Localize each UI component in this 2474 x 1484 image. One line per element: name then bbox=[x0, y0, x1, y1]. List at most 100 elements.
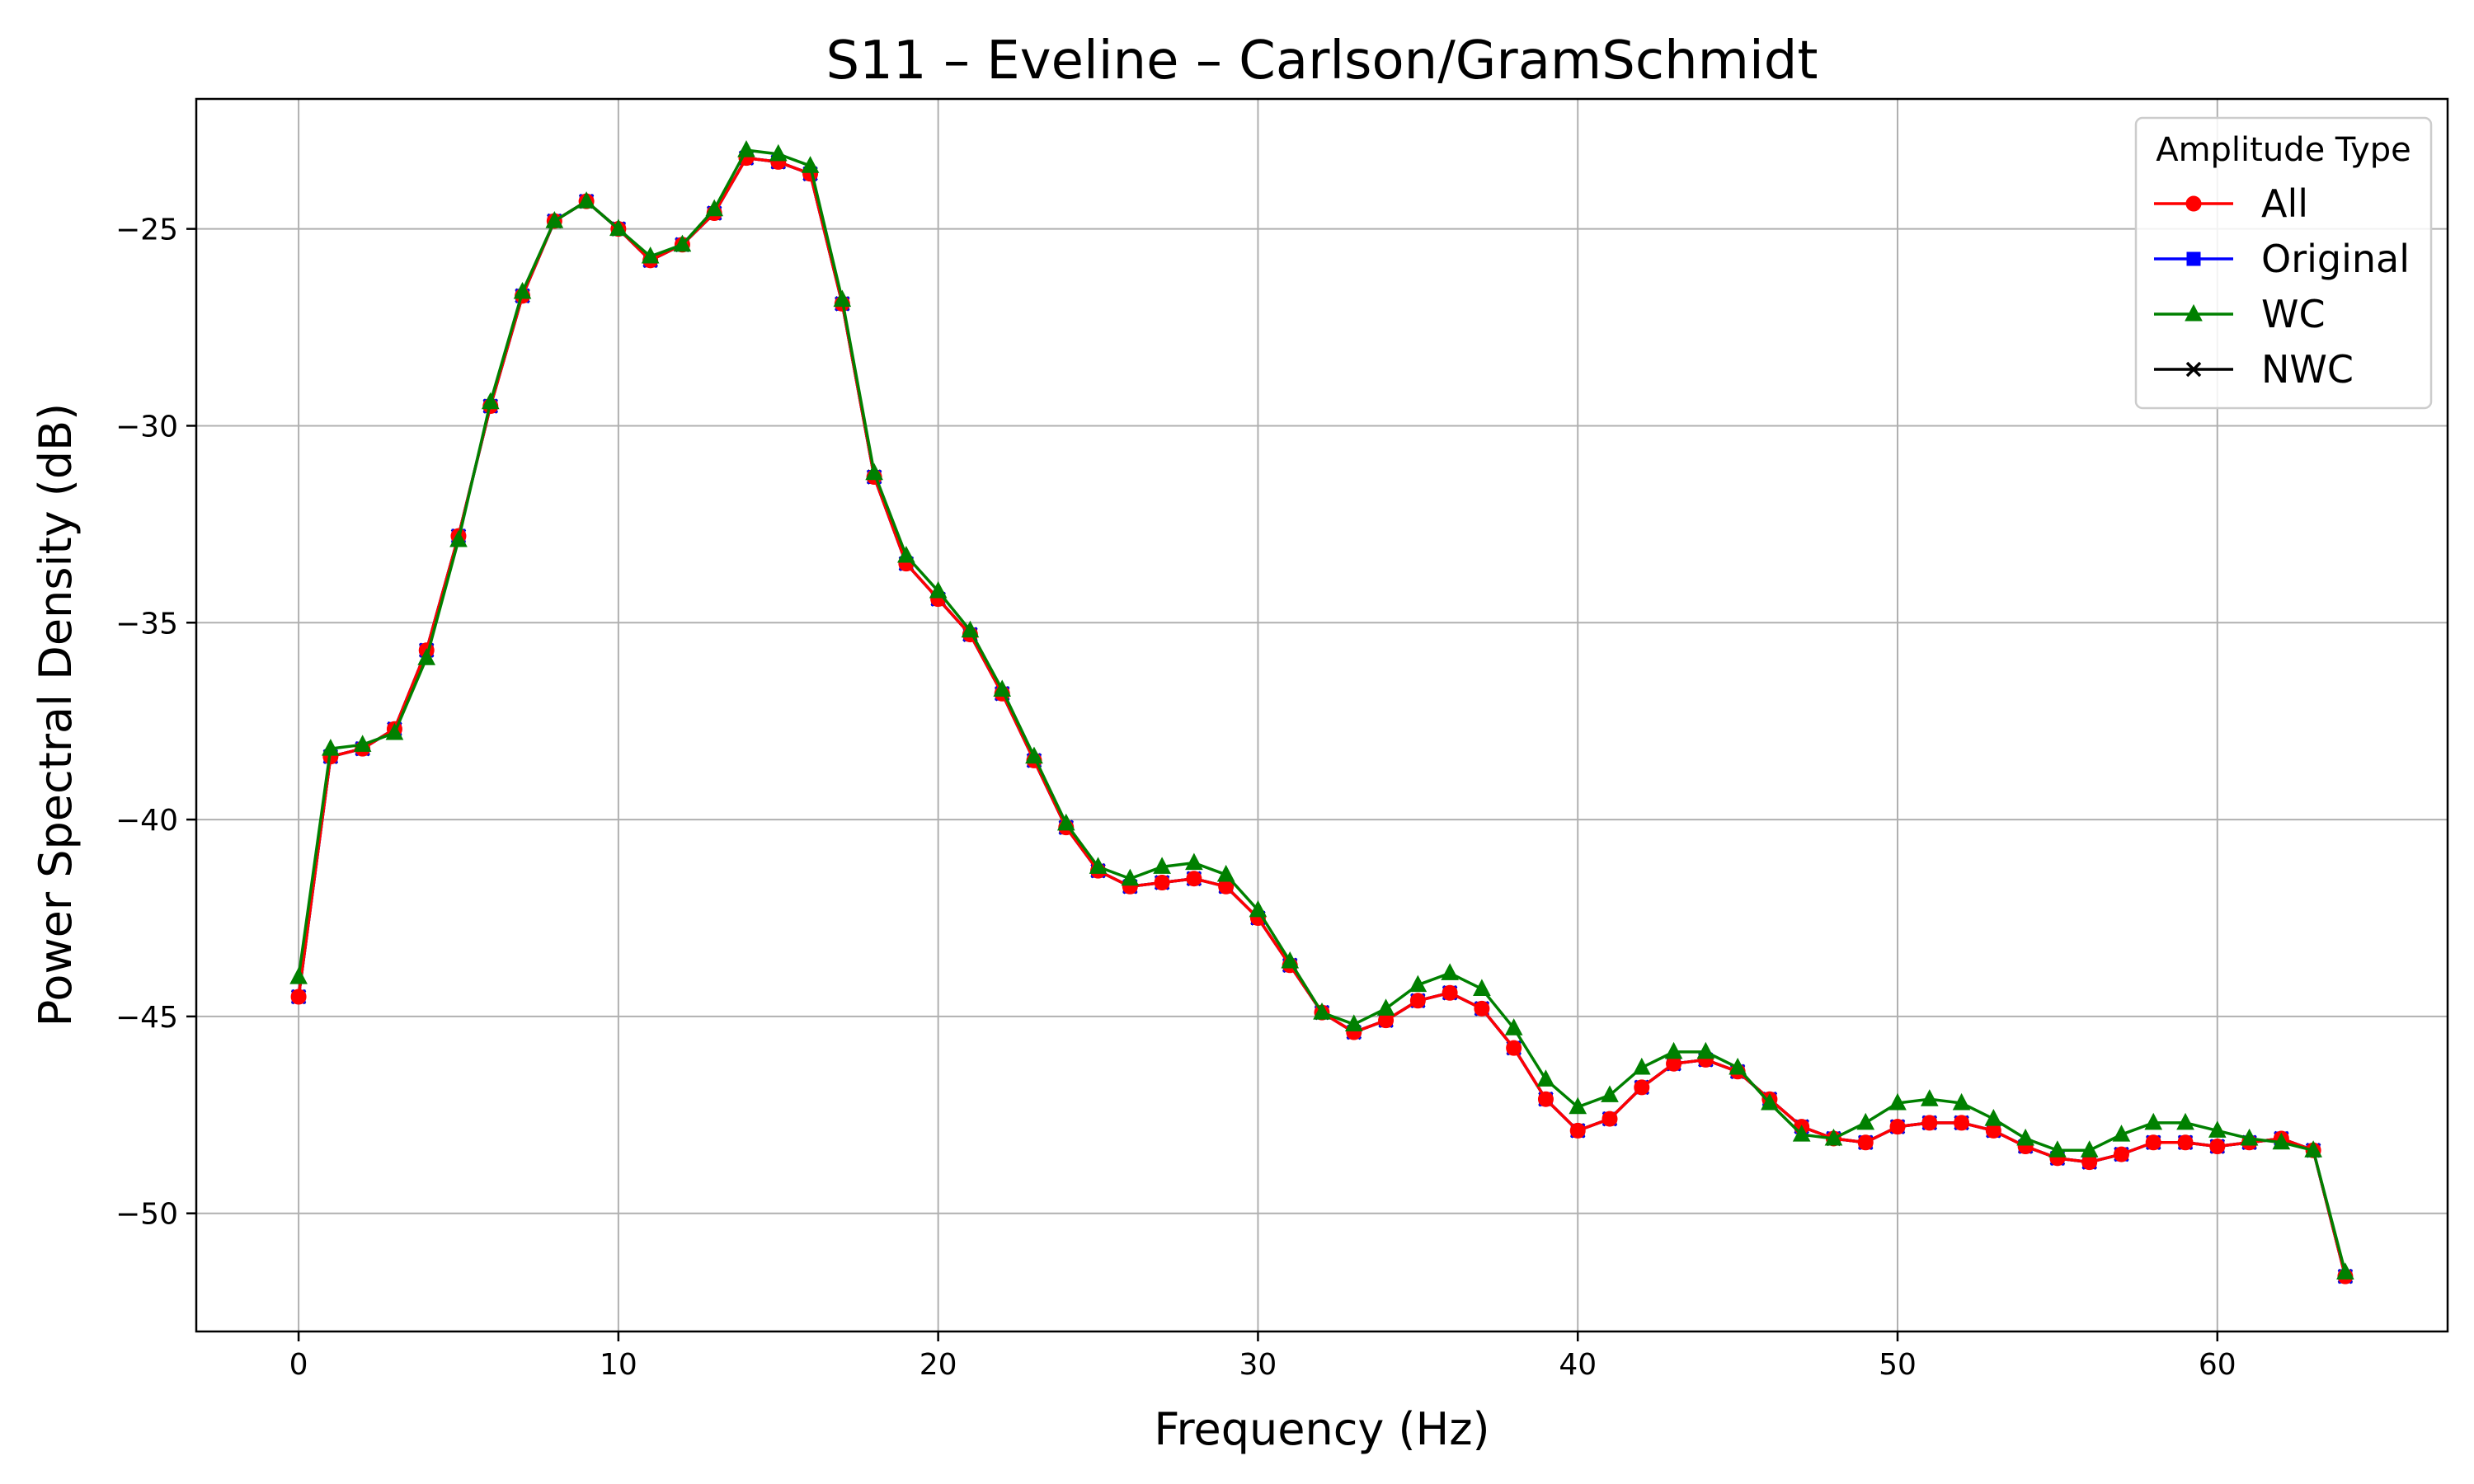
series-wc bbox=[289, 140, 2354, 1280]
legend-entry-all-marker bbox=[2185, 195, 2202, 212]
legend: Amplitude Type All Original WC NWC bbox=[2134, 116, 2433, 410]
series-wc-point bbox=[1729, 1057, 1747, 1075]
chart-title: S11 – Eveline – Carlson/GramSchmidt bbox=[826, 31, 1818, 92]
series-wc-point bbox=[641, 246, 660, 264]
y-tick-label: −40 bbox=[115, 804, 178, 838]
series-all-point bbox=[1602, 1111, 1618, 1127]
series-wc-point bbox=[1089, 857, 1108, 874]
series-all-point bbox=[1569, 1122, 1586, 1139]
series-wc-point bbox=[1664, 1041, 1683, 1059]
series-wc-point bbox=[1952, 1092, 1971, 1111]
series-all-point bbox=[2177, 1134, 2194, 1151]
legend-entry-nwc: NWC bbox=[2154, 347, 2354, 392]
plot-frame bbox=[195, 97, 2449, 1333]
series-all-point bbox=[1537, 1091, 1554, 1107]
series-wc-point bbox=[1761, 1092, 1779, 1111]
series-wc-point bbox=[545, 210, 564, 228]
series-wc-point bbox=[1792, 1125, 1811, 1142]
series-wc-point bbox=[1249, 899, 1268, 918]
series-all-point bbox=[2113, 1146, 2129, 1162]
legend-entry-original-label: Original bbox=[2261, 237, 2410, 281]
x-tick-label: 0 bbox=[289, 1348, 308, 1382]
series-wc-point bbox=[1376, 998, 1395, 1016]
x-axis-label: Frequency (Hz) bbox=[1154, 1403, 1489, 1455]
series-wc-point bbox=[1632, 1057, 1651, 1075]
series-layer bbox=[289, 140, 2354, 1284]
series-wc-point bbox=[833, 289, 852, 308]
series-wc-point bbox=[1984, 1109, 2003, 1126]
series-wc-point bbox=[2208, 1120, 2227, 1138]
series-all-point bbox=[1186, 871, 1202, 887]
series-wc-point bbox=[1536, 1069, 1555, 1087]
legend-entries: All Original WC NWC bbox=[2154, 181, 2410, 392]
series-wc-point bbox=[1216, 864, 1235, 882]
series-all-point bbox=[1857, 1134, 1874, 1151]
x-tick-label: 50 bbox=[1879, 1348, 1917, 1382]
legend-entry-all: All bbox=[2154, 181, 2308, 226]
legend-entry-wc-marker bbox=[2185, 303, 2203, 322]
legend-title: Amplitude Type bbox=[2156, 131, 2411, 169]
series-wc-point bbox=[2240, 1128, 2259, 1146]
x-tick-label: 10 bbox=[600, 1348, 637, 1382]
series-all-point bbox=[2209, 1139, 2226, 1155]
legend-entry-nwc-marker bbox=[2185, 361, 2202, 378]
y-axis-label: Power Spectral Density (dB) bbox=[30, 403, 82, 1026]
series-wc-point bbox=[2080, 1140, 2099, 1158]
series-all-point bbox=[1154, 874, 1170, 890]
series-wc-point bbox=[322, 739, 340, 756]
series-all-point bbox=[1889, 1119, 1906, 1135]
series-wc-point bbox=[865, 463, 883, 481]
x-tick-label: 40 bbox=[1559, 1348, 1597, 1382]
series-wc-point bbox=[673, 234, 692, 252]
series-wc-point bbox=[1824, 1128, 1843, 1146]
series-wc-point bbox=[801, 156, 820, 173]
legend-entry-original-marker bbox=[2186, 251, 2201, 266]
series-wc-point bbox=[2304, 1140, 2322, 1158]
series-wc-point bbox=[929, 580, 948, 599]
series-wc-point bbox=[1504, 1018, 1523, 1036]
legend-entry-nwc-label: NWC bbox=[2261, 347, 2354, 392]
series-wc-point bbox=[737, 140, 755, 157]
series-all-point bbox=[2145, 1134, 2161, 1151]
axis-ticks: 0 10 20 30 40 50 60 −25 −30 −35 −40 −45 −50 bbox=[115, 214, 2236, 1382]
series-all-point bbox=[1954, 1115, 1970, 1131]
y-tick-label: −45 bbox=[115, 1001, 178, 1035]
series-wc-point bbox=[2016, 1128, 2034, 1146]
series-wc-point bbox=[1409, 974, 1427, 993]
series-wc-point bbox=[1344, 1014, 1363, 1031]
series-wc-point bbox=[1185, 852, 1203, 871]
series-wc-point bbox=[449, 529, 468, 547]
series-wc-point bbox=[2144, 1112, 2163, 1130]
series-wc-point bbox=[1696, 1041, 1715, 1059]
series-wc-point bbox=[961, 620, 980, 638]
series-wc-point bbox=[289, 967, 308, 984]
series-wc-point bbox=[993, 679, 1012, 697]
series-wc-point bbox=[2048, 1140, 2067, 1158]
x-tick-label: 20 bbox=[920, 1348, 957, 1382]
series-all-point bbox=[1474, 1000, 1490, 1017]
y-tick-label: −25 bbox=[115, 214, 178, 247]
series-wc-point bbox=[417, 648, 436, 665]
series-wc-point bbox=[2272, 1132, 2291, 1150]
series-all-point bbox=[1409, 993, 1426, 1009]
series-wc-point bbox=[1121, 868, 1140, 886]
legend-box bbox=[2134, 116, 2433, 410]
grid bbox=[196, 99, 2448, 1331]
series-wc-point bbox=[1025, 746, 1043, 764]
x-tick-label: 60 bbox=[2199, 1348, 2236, 1382]
series-wc-point bbox=[1601, 1085, 1619, 1102]
series-all-point bbox=[1634, 1079, 1650, 1096]
series-wc-point bbox=[1856, 1112, 1875, 1130]
series-wc-point bbox=[897, 545, 915, 563]
series-wc-point bbox=[577, 191, 595, 209]
series-wc-point bbox=[1569, 1097, 1587, 1115]
legend-entry-original: Original bbox=[2154, 237, 2410, 281]
series-all-point bbox=[290, 989, 307, 1005]
series-wc-point bbox=[2112, 1125, 2131, 1142]
series-wc-point bbox=[1281, 951, 1300, 969]
series-wc-point bbox=[481, 392, 500, 410]
series-wc-point bbox=[705, 199, 724, 217]
series-wc-point bbox=[2176, 1112, 2194, 1130]
